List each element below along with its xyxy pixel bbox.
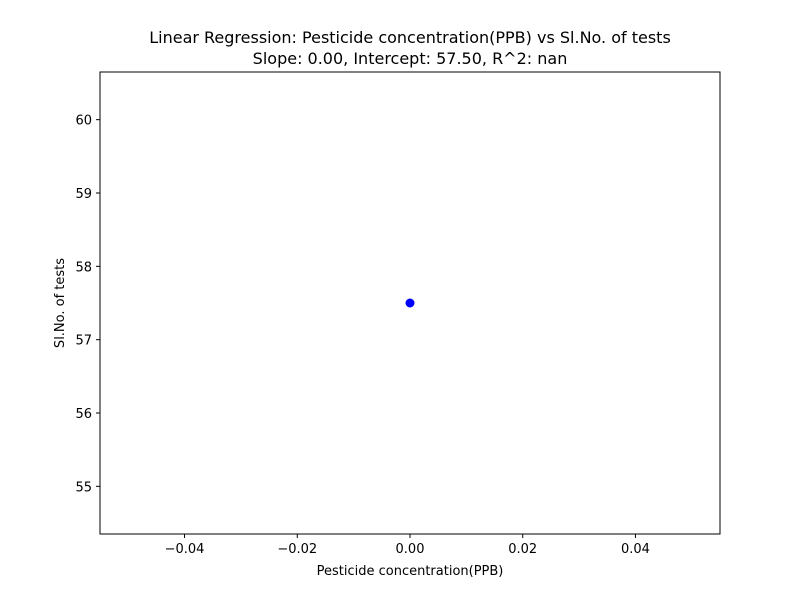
x-axis-ticks: −0.04 −0.02 0.00 0.02 0.04 [165,534,650,557]
x-axis-label: Pesticide concentration(PPB) [317,564,504,579]
x-tick-label: 0.00 [396,542,425,557]
y-tick-label: 56 [75,407,92,422]
x-tick-label: −0.04 [165,542,205,557]
x-tick-label: −0.02 [277,542,317,557]
y-axis-label: Sl.No. of tests [53,258,68,348]
x-tick-label: 0.02 [508,542,537,557]
chart-title: Linear Regression: Pesticide concentrati… [149,28,671,47]
y-tick-label: 57 [75,334,92,349]
chart-subtitle: Slope: 0.00, Intercept: 57.50, R^2: nan [253,49,568,68]
data-point [405,298,415,308]
y-tick-label: 58 [75,260,92,275]
y-axis-ticks: 55 56 57 58 59 60 [75,114,100,495]
y-tick-label: 60 [75,114,92,129]
y-tick-label: 59 [75,187,92,202]
y-tick-label: 55 [75,480,92,495]
x-tick-label: 0.04 [621,542,650,557]
data-points [405,298,415,308]
